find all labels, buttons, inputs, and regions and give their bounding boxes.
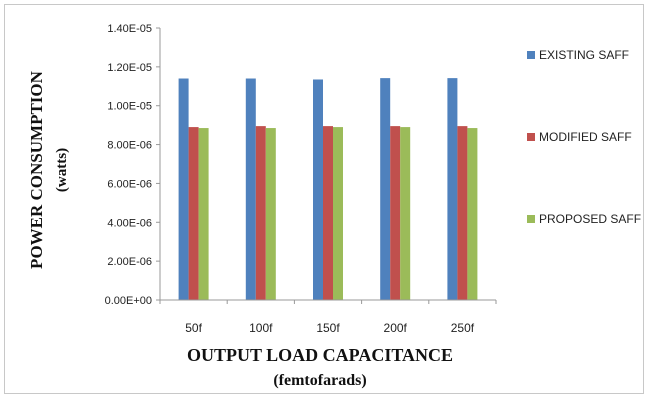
y-tick-label: 8.00E-06	[107, 140, 152, 152]
legend-swatch	[527, 215, 535, 223]
legend-swatch	[527, 133, 535, 141]
bar	[178, 78, 189, 300]
x-axis-title: OUTPUT LOAD CAPACITANCE	[187, 345, 453, 365]
y-tick-label: 2.00E-06	[107, 256, 152, 268]
bar	[313, 79, 323, 300]
legend-label: PROPOSED SAFF	[539, 212, 641, 226]
y-tick-label: 6.00E-06	[107, 178, 152, 190]
bar	[188, 127, 199, 300]
bar	[323, 126, 333, 300]
bar	[447, 78, 458, 300]
bar	[380, 78, 391, 300]
x-tick-label: 150f	[316, 321, 340, 335]
bar	[400, 127, 411, 300]
bar	[467, 128, 478, 300]
x-tick-label: 100f	[249, 321, 273, 335]
y-axis-unit: (watts)	[54, 148, 70, 192]
bar	[245, 78, 256, 300]
bar	[457, 126, 468, 300]
y-tick-label: 1.20E-05	[107, 62, 152, 74]
bar	[255, 126, 266, 300]
bar	[265, 128, 276, 300]
legend: EXISTING SAFF MODIFIED SAFF PROPOSED SAFF	[527, 48, 641, 226]
y-tick-label: 1.00E-05	[107, 101, 152, 113]
bar	[333, 127, 343, 300]
bars	[178, 78, 478, 300]
legend-label: EXISTING SAFF	[539, 48, 629, 62]
bar	[198, 128, 209, 300]
y-tick-label: 0.00E+00	[105, 295, 152, 307]
y-tick-label: 4.00E-06	[107, 217, 152, 229]
x-tick-label: 200f	[384, 321, 408, 335]
bar	[390, 126, 401, 300]
x-axis: 50f 100f 150f 200f 250f	[159, 299, 497, 335]
y-axis: 0.00E+00 2.00E-06 4.00E-06 6.00E-06 8.00E-06…	[105, 23, 161, 307]
y-axis-title: POWER CONSUMPTION	[27, 70, 46, 269]
x-tick-label: 50f	[185, 321, 202, 335]
legend-label: MODIFIED SAFF	[539, 130, 632, 144]
y-tick-label: 1.40E-05	[107, 23, 152, 35]
x-tick-label: 250f	[451, 321, 475, 335]
x-axis-unit: (femtofarads)	[273, 372, 366, 389]
legend-swatch	[527, 51, 535, 59]
